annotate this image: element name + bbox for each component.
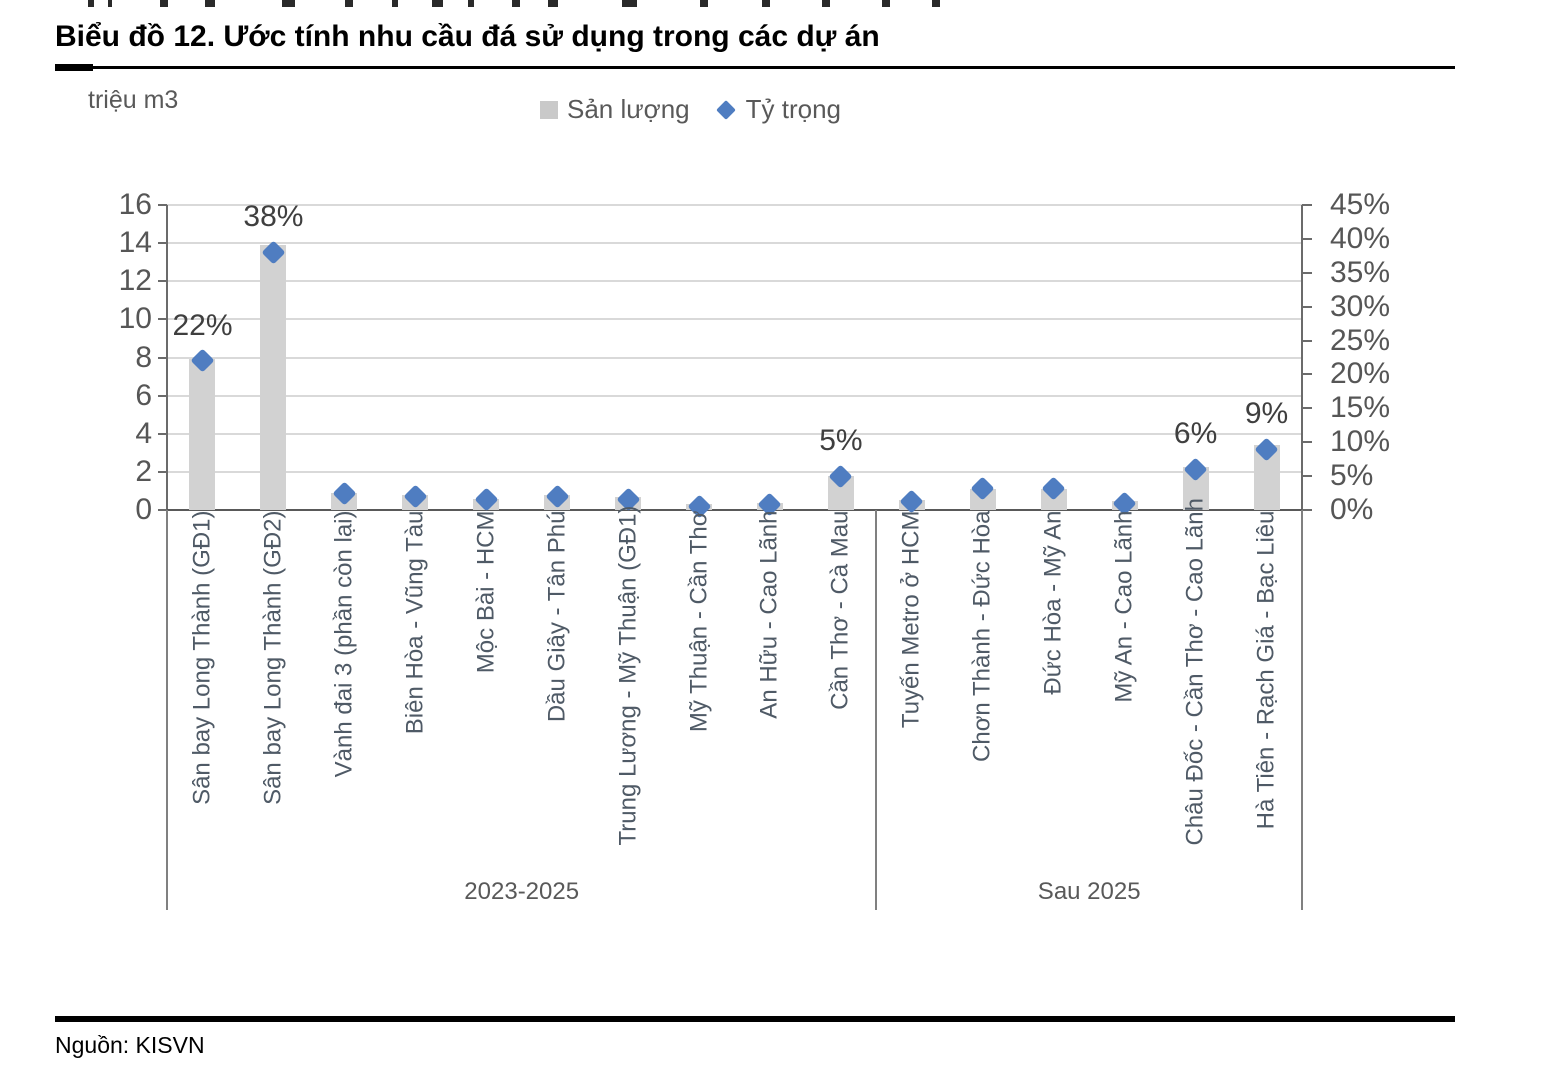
title-rule [55,66,1455,69]
right-axis-tick-label: 10% [1330,425,1391,459]
right-axis-tick-label: 15% [1330,391,1391,425]
chart-title: Biểu đồ 12. Ước tính nhu cầu đá sử dụng … [55,20,880,53]
category-label-8: An Hữu - Cao Lãnh [755,510,783,719]
right-axis-tick-label: 25% [1330,323,1391,357]
right-axis-line [1301,205,1303,510]
gridline [167,242,1302,245]
group-separator [1301,510,1303,910]
right-axis-tick-label: 5% [1330,459,1374,493]
footer-rule [55,1016,1455,1022]
point-label-0: 22% [172,308,233,342]
bar-series-swatch [540,100,558,119]
right-axis-tick-label: 20% [1330,357,1391,391]
point-label-9: 5% [819,424,863,458]
left-axis-tick [158,356,167,359]
left-axis-tick-label: 8 [135,340,152,374]
category-label-11: Chơn Thành - Đức Hòa [968,510,996,762]
marker-series-swatch [715,99,736,120]
right-axis-tick [1302,509,1312,511]
category-label-6: Trung Lương - Mỹ Thuận (GĐ1) [614,505,642,845]
gridline [167,470,1302,473]
point-label-15: 9% [1244,397,1289,430]
right-axis-tick [1302,441,1312,444]
left-axis-tick-label: 0 [135,493,152,526]
left-axis-tick [158,204,167,206]
chart-legend: Sản lượng Tỷ trọng [540,94,841,125]
right-axis-tick-label: 45% [1330,188,1391,221]
category-label-1: Sân bay Long Thành (GĐ2) [259,510,287,805]
group-label-0: 2023-2025 [464,878,580,905]
left-axis-tick [158,394,167,397]
category-label-0: Sân bay Long Thành (GĐ1) [188,510,216,805]
category-label-5: Dầu Giây - Tân Phú [543,510,571,722]
left-axis-tick [158,432,167,435]
group-separator [166,510,168,910]
right-axis-tick-label: 30% [1330,289,1391,323]
left-axis-tick [158,509,167,511]
left-axis-tick-label: 4 [135,416,152,450]
left-axis-tick-label: 2 [135,454,152,488]
gridline [167,318,1302,321]
right-axis-tick [1302,407,1312,410]
category-label-3: Biên Hòa - Vũng Tàu [401,510,429,734]
left-axis-tick-label: 12 [118,264,152,298]
bar-series-label: Sản lượng [567,94,690,124]
x-axis-line [167,509,1302,511]
category-label-7: Mỹ Thuận - Cần Thơ [685,510,713,732]
bar-0 [189,359,216,510]
marker-series-label: Tỷ trọng [745,94,842,124]
point-label-1: 38% [243,200,304,234]
right-axis-tick [1302,475,1312,478]
right-axis-tick [1302,271,1312,274]
right-axis-tick-label: 0% [1330,493,1374,526]
right-axis-tick [1302,237,1312,240]
gridline [167,280,1302,283]
right-axis-tick-label: 40% [1330,221,1391,255]
category-label-15: Hà Tiên - Rạch Giá - Bạc Liêu [1252,510,1280,829]
gridline [167,356,1302,359]
category-label-12: Đức Hòa - Mỹ An [1039,510,1067,695]
right-axis-tick [1302,305,1312,308]
group-separator [875,510,878,910]
left-axis-tick [158,470,167,473]
gridline [167,432,1302,435]
category-label-13: Mỹ An - Cao Lãnh [1110,510,1138,703]
category-label-2: Vành đai 3 (phần còn lại) [330,510,358,777]
point-label-14: 6% [1173,417,1218,451]
category-label-10: Tuyến Metro ở HCM [897,510,925,728]
bar-1 [260,245,287,510]
right-axis-tick [1302,373,1312,376]
left-axis-tick-label: 10 [118,302,152,336]
right-axis-tick-label: 35% [1330,255,1391,289]
left-axis-unit-label: triệu m3 [88,86,179,114]
right-axis-tick [1302,339,1312,342]
gridline [167,204,1302,206]
category-label-14: Châu Đốc - Cần Thơ - Cao Lãnh [1181,497,1209,845]
left-axis-tick-label: 14 [118,226,152,260]
left-axis-tick-label: 6 [135,378,152,412]
left-axis-tick [158,242,167,245]
group-label-1: Sau 2025 [1037,878,1141,905]
category-label-4: Mộc Bài - HCM [472,510,500,673]
source-note: Nguồn: KISVN [55,1032,205,1058]
right-axis-tick [1302,204,1312,206]
left-axis-tick [158,318,167,321]
gridline [167,394,1302,397]
category-label-9: Cần Thơ - Cà Mau [826,510,854,710]
left-axis-line [166,205,168,510]
left-axis-tick [158,280,167,283]
left-axis-tick-label: 16 [118,188,152,221]
